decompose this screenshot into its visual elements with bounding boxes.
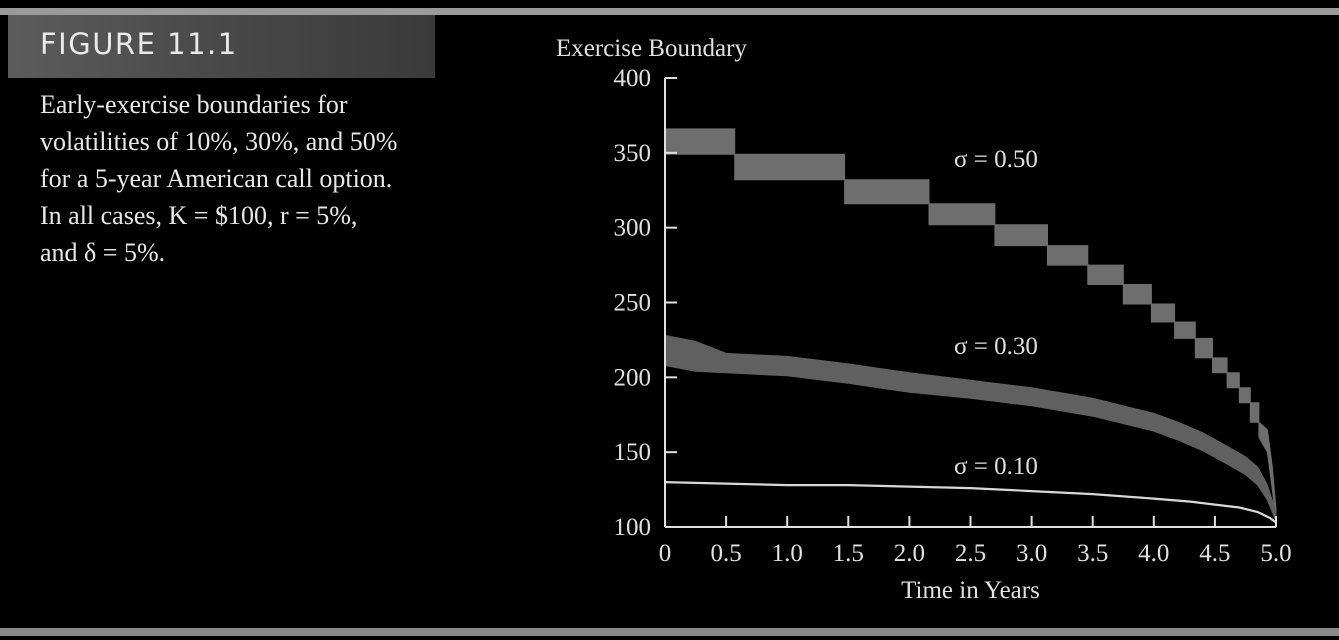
series-label-2: σ = 0.10 [954, 453, 1038, 480]
y-tick-label: 350 [614, 140, 652, 167]
series-band-1 [664, 334, 1277, 522]
series-line-2 [664, 481, 1277, 524]
top-rule [0, 8, 1339, 15]
x-tick-label: 5.0 [1260, 540, 1291, 567]
y-axis-title: Exercise Boundary [556, 35, 747, 62]
x-tick-label: 4.5 [1199, 540, 1230, 567]
y-tick-label: 400 [614, 65, 652, 92]
x-tick-label: 0.5 [710, 540, 741, 567]
series-label-1: σ = 0.30 [954, 333, 1038, 360]
x-tick-label: 4.0 [1138, 540, 1169, 567]
y-tick-label: 250 [614, 290, 652, 317]
x-tick-label: 1.0 [772, 540, 803, 567]
x-tick-label: 3.0 [1016, 540, 1047, 567]
x-tick-label: 3.5 [1077, 540, 1108, 567]
y-tick-label: 150 [614, 439, 652, 466]
figure-caption: Early-exercise boundaries for volatiliti… [40, 90, 398, 267]
y-tick-label: 200 [614, 364, 652, 391]
y-tick-label: 100 [614, 514, 652, 541]
figure-label-banner: FIGURE 11.1 [8, 15, 435, 78]
x-tick-label: 1.5 [833, 540, 864, 567]
series-label-0: σ = 0.50 [954, 146, 1038, 173]
series-layer [664, 128, 1277, 524]
x-tick-label: 2.5 [955, 540, 986, 567]
series-label-layer: σ = 0.50 σ = 0.30 σ = 0.10 [954, 146, 1038, 480]
x-tick-label: 0 [659, 540, 672, 567]
x-tick-label: 2.0 [894, 540, 925, 567]
figure-label: FIGURE 11.1 [40, 27, 238, 61]
y-tick-label: 300 [614, 215, 652, 242]
bottom-rule [0, 628, 1339, 636]
axis-layer: 100 150 200 250 300 350 400 0 0.5 1.0 1.5 2.0 2.5 3.0… [614, 65, 1292, 567]
x-axis-title: Time in Years [901, 577, 1040, 604]
